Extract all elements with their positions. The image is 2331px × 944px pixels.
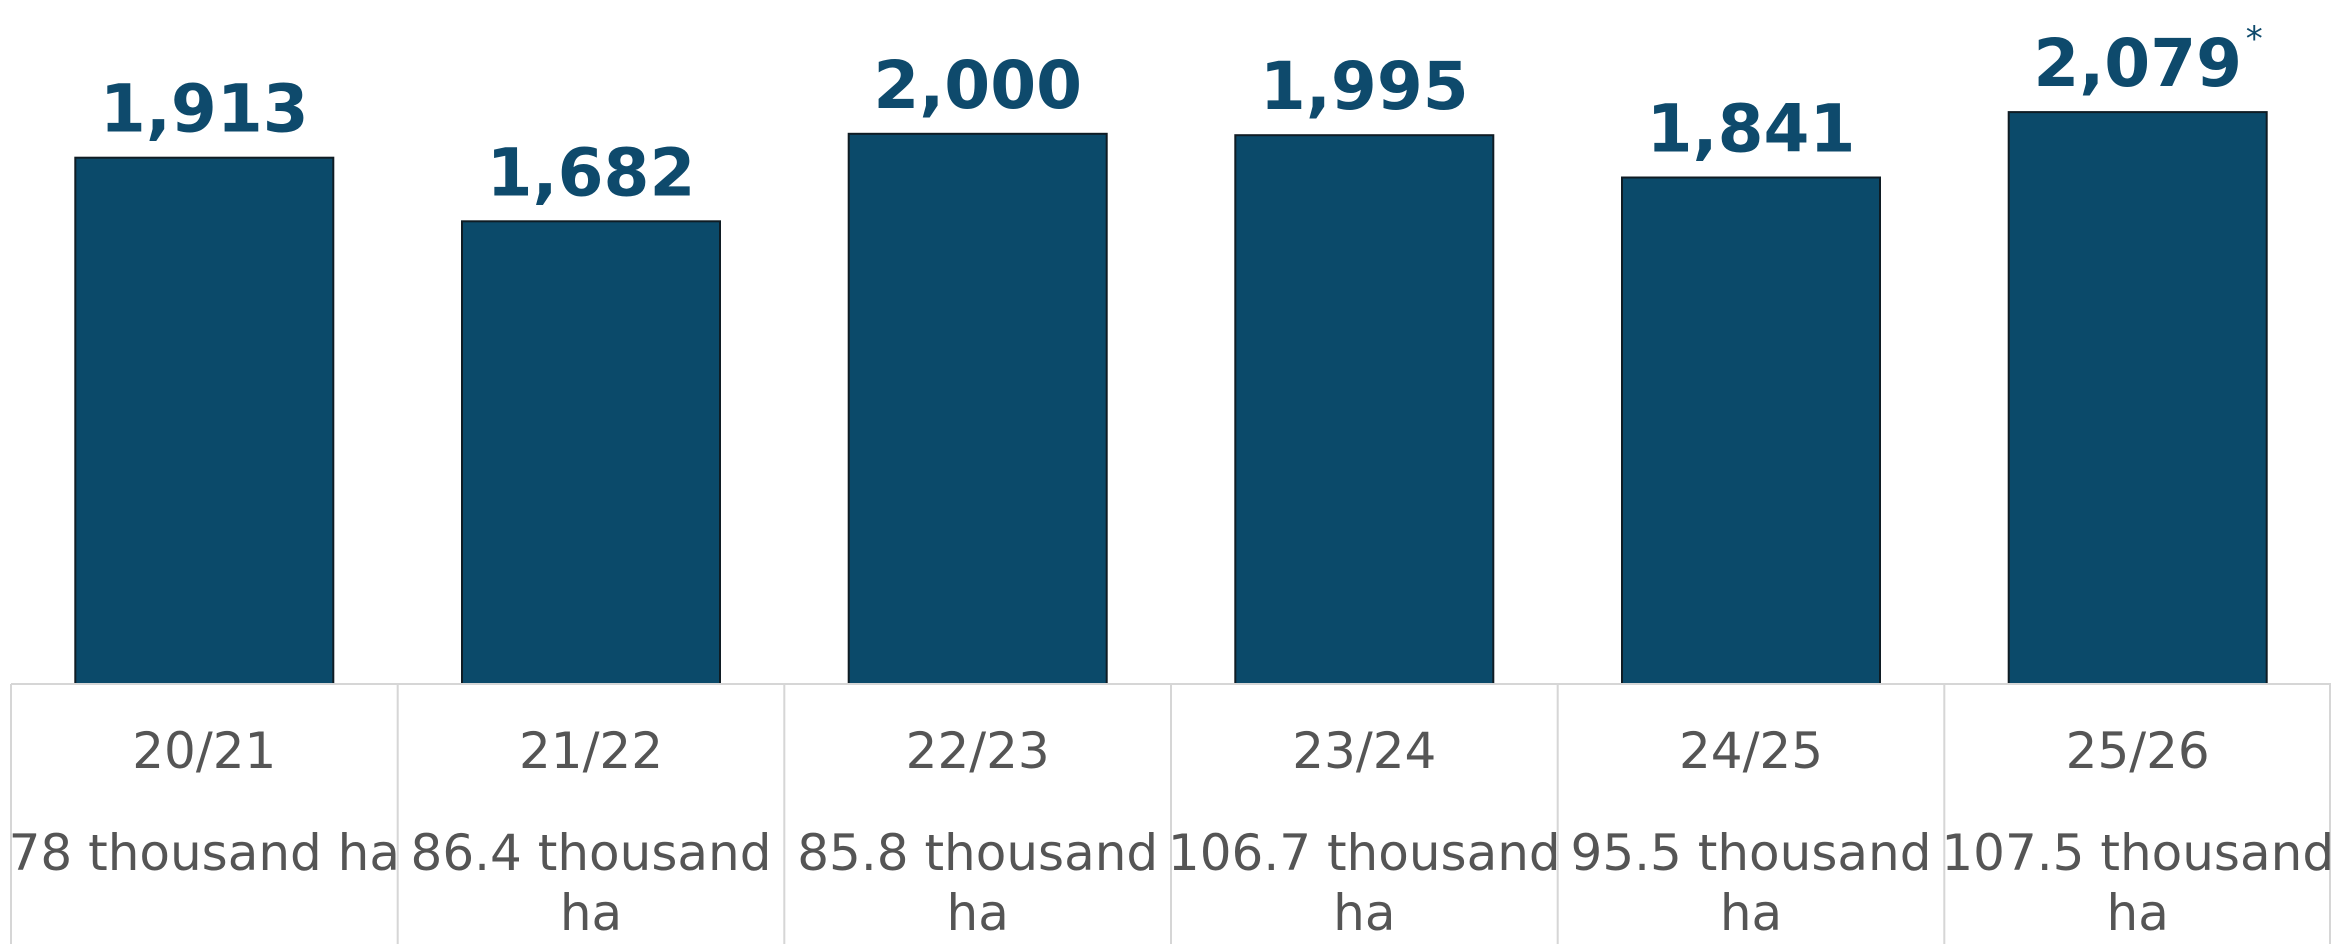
value-label: 2,000 bbox=[873, 47, 1082, 124]
area-label: ha bbox=[1720, 884, 1782, 942]
area-label: ha bbox=[947, 884, 1009, 942]
bar-20-21 bbox=[74, 156, 335, 685]
value-label: 1,995 bbox=[1260, 48, 1469, 125]
bar-21-22 bbox=[461, 220, 721, 686]
area-label: 86.4 thousand bbox=[411, 824, 772, 882]
bar-25-26 bbox=[2007, 111, 2268, 686]
footnote-marker: * bbox=[2246, 19, 2263, 59]
category-label: 24/25 bbox=[1679, 722, 1823, 780]
area-label: 107.5 thousand bbox=[1941, 824, 2331, 882]
value-label: 1,682 bbox=[487, 134, 696, 211]
area-label: 106.7 thousand bbox=[1168, 824, 1561, 882]
area-label: 95.5 thousand bbox=[1571, 824, 1932, 882]
bars-layer bbox=[74, 111, 2268, 686]
category-label: 22/23 bbox=[906, 722, 1050, 780]
value-label: 2,079 bbox=[2033, 25, 2242, 102]
area-label: ha bbox=[1333, 884, 1395, 942]
area-label: 78 thousand ha bbox=[9, 824, 400, 882]
category-label: 25/26 bbox=[2066, 722, 2210, 780]
value-labels-layer: 1,913 1,682 2,000 1,995 1,841 2,079 * bbox=[100, 19, 2263, 211]
area-label: 85.8 thousand bbox=[797, 824, 1158, 882]
category-label: 20/21 bbox=[132, 722, 276, 780]
category-label: 23/24 bbox=[1292, 722, 1436, 780]
value-label: 1,841 bbox=[1647, 91, 1856, 168]
bar-22-23 bbox=[847, 132, 1108, 686]
category-table bbox=[10, 683, 2331, 944]
value-label: 1,913 bbox=[100, 71, 309, 148]
bar-23-24 bbox=[1234, 134, 1495, 685]
area-label: ha bbox=[560, 884, 622, 942]
bar-24-25 bbox=[1621, 176, 1881, 685]
category-label: 21/22 bbox=[519, 722, 663, 780]
area-label: ha bbox=[2107, 884, 2169, 942]
